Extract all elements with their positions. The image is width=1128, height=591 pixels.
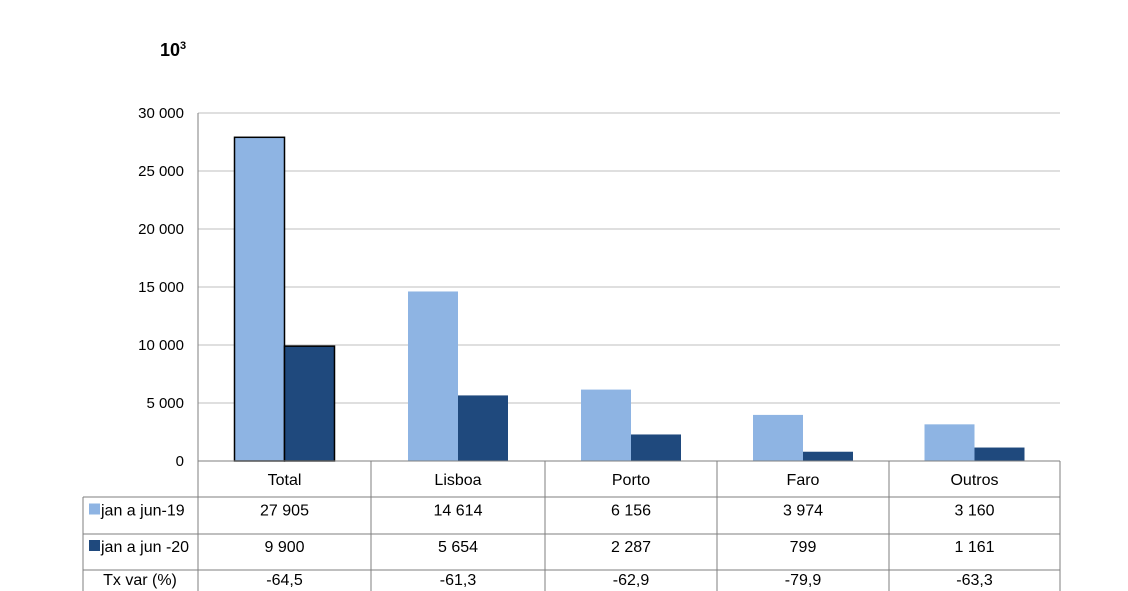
table-cell: -79,9 [785,572,822,589]
y-tick-label: 0 [176,453,184,470]
legend-label: jan a jun-19 [100,503,185,520]
data-table: Total Lisboa Porto Faro Outros jan a jun-19 27… [82,460,1061,591]
bar-lisboa-series-1 [408,291,458,461]
table-cell: 3 160 [954,503,994,520]
row-label: Tx var (%) [103,572,177,589]
category-label: Faro [787,472,820,489]
category-label: Porto [612,472,650,489]
bar-porto-series-1 [581,389,631,461]
bars [233,136,1025,462]
unit-exponent: 3 [180,40,187,52]
table-cell: -61,3 [440,572,477,589]
unit-label: 103 [160,40,187,60]
bar-porto-series-2 [631,434,681,461]
bar-faro-series-2 [803,451,853,461]
category-label: Outros [950,472,998,489]
bar-outros-series-2 [974,447,1025,461]
legend-label: jan a jun -20 [100,539,189,556]
table-cell: -63,3 [956,572,993,589]
category-label: Lisboa [434,472,481,489]
bar-lisboa-series-2 [458,395,508,461]
table-cell: -64,5 [266,572,303,589]
y-axis-ticks: 0 5 000 10 000 15 000 20 000 25 000 30 000 [138,105,184,470]
legend-swatch [89,540,100,551]
legend-swatch [89,503,100,515]
table-cell: 6 156 [611,503,651,520]
table-cell: 14 614 [434,503,483,520]
table-cell: 1 161 [954,539,994,556]
table-cell: 2 287 [611,539,651,556]
y-tick-label: 10 000 [138,337,184,354]
y-tick-label: 5 000 [146,395,184,412]
table-cell: 9 900 [264,539,304,556]
y-tick-label: 15 000 [138,279,184,296]
table-cell: -62,9 [613,572,650,589]
table-cell: 3 974 [783,503,823,520]
y-tick-label: 20 000 [138,221,184,238]
y-tick-label: 30 000 [138,105,184,122]
bar-faro-series-1 [753,414,803,461]
table-cell: 27 905 [260,503,309,520]
category-label: Total [268,472,302,489]
table-cell: 799 [790,539,817,556]
bar-outros-series-1 [924,424,975,461]
y-tick-label: 25 000 [138,163,184,180]
bar-total-series-2 [283,345,336,462]
bar-total-series-1 [233,136,286,462]
table-cell: 5 654 [438,539,478,556]
